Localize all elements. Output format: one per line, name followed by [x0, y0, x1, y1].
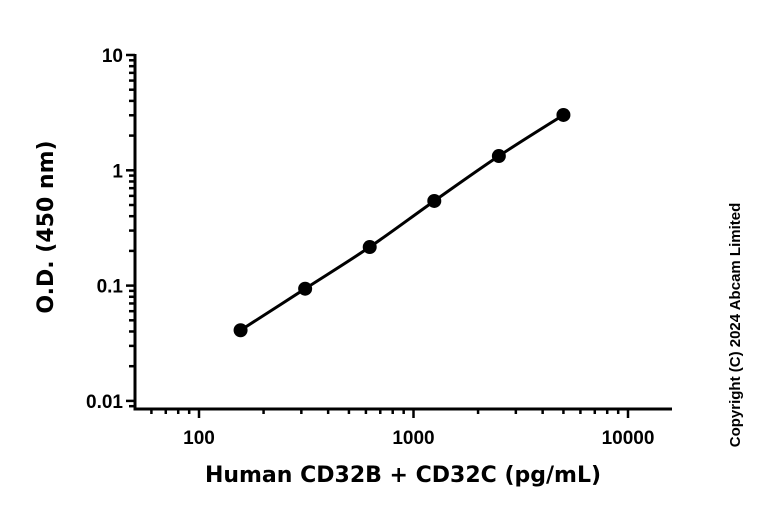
- data-point-marker: [556, 107, 571, 122]
- y-tick-label: 0.01: [86, 392, 123, 413]
- data-series: [233, 107, 571, 338]
- x-axis-title: Human CD32B + CD32C (pg/mL): [205, 463, 601, 488]
- data-point-marker: [362, 240, 377, 255]
- y-tick-label: 10: [102, 46, 123, 67]
- x-tick-label: 10000: [602, 428, 655, 449]
- x-axis: 100 1000 10000: [133, 407, 672, 449]
- data-point-marker: [427, 193, 442, 208]
- data-point-marker: [298, 281, 313, 296]
- y-tick-label: 1: [112, 161, 123, 182]
- y-axis: 0.01 0.1 1 10: [86, 46, 137, 413]
- copyright-notice: Copyright (C) 2024 Abcam Limited: [727, 203, 744, 447]
- x-tick-label: 1000: [392, 428, 434, 449]
- x-tick-label: 100: [183, 428, 215, 449]
- fitted-curve-line: [239, 113, 565, 332]
- y-axis-title: O.D. (450 nm): [34, 140, 59, 313]
- data-point-marker: [491, 149, 506, 164]
- y-tick-label: 0.1: [97, 277, 124, 298]
- data-point-marker: [233, 323, 248, 338]
